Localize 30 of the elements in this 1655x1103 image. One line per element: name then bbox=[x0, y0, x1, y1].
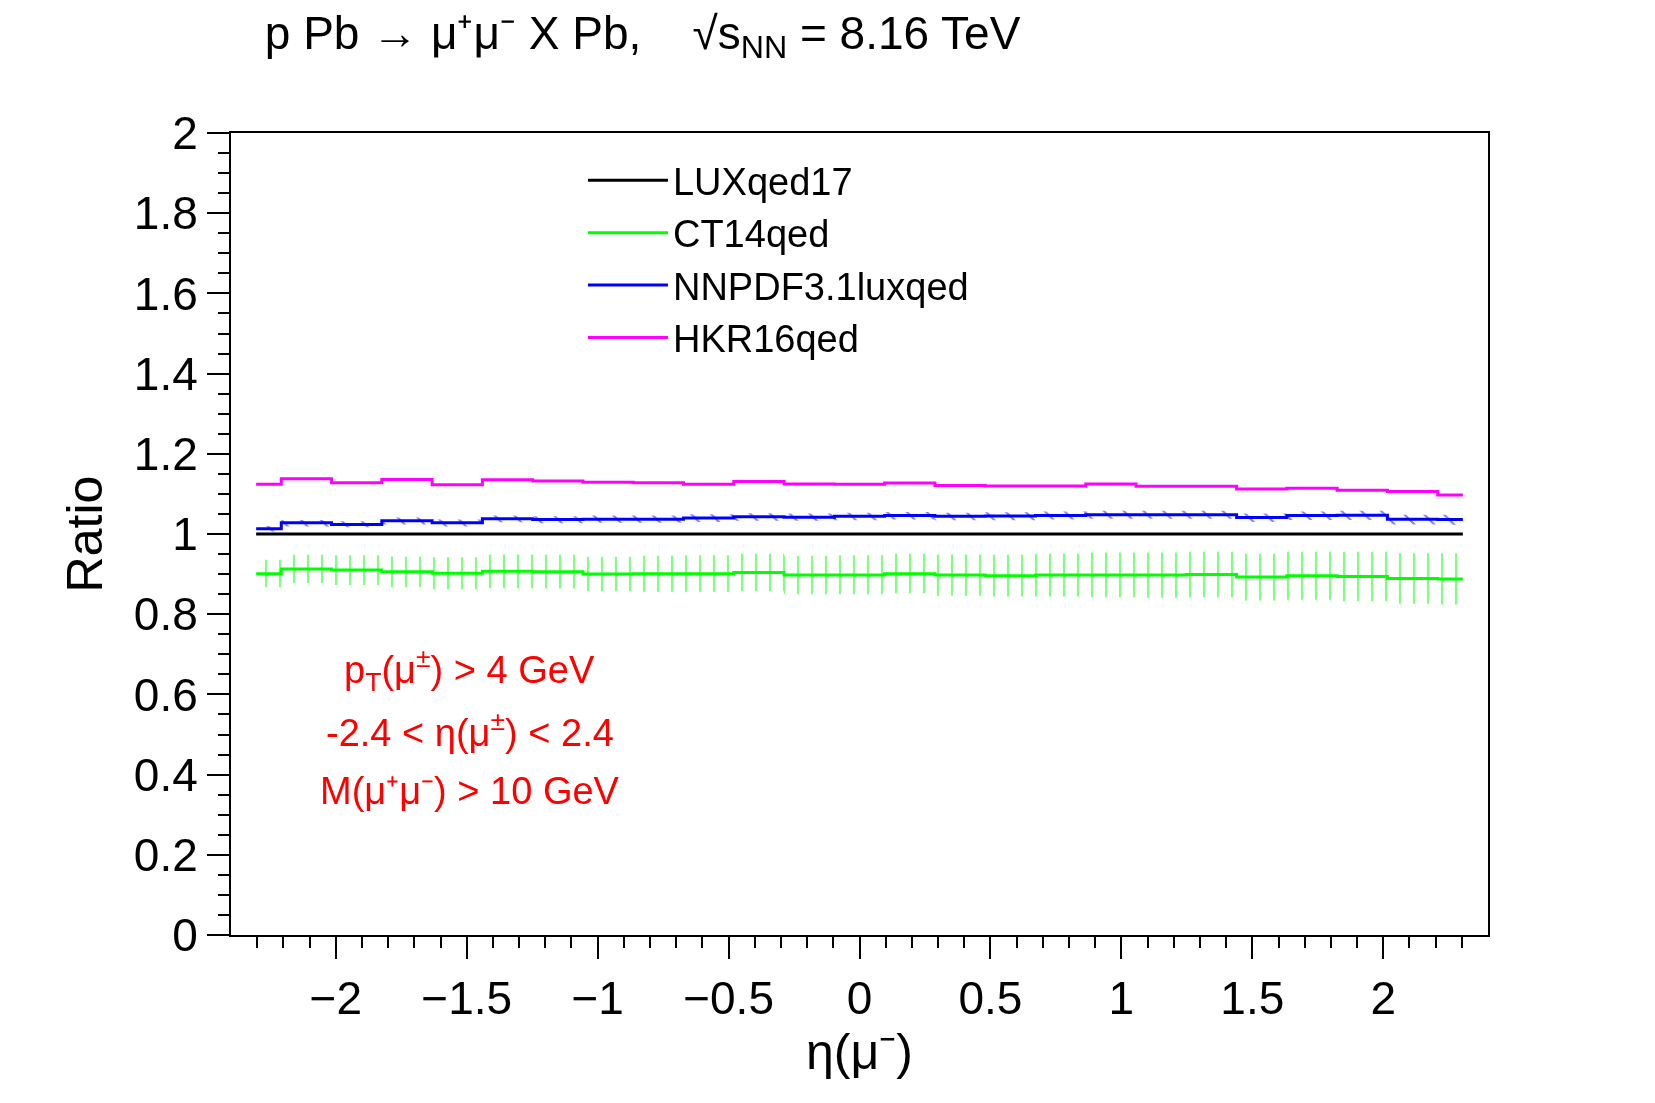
y-tick-label: 0.6 bbox=[133, 668, 198, 721]
x-tick-label: 1.5 bbox=[1220, 972, 1285, 1025]
annotation: M(μ⁺μ⁻) > 10 GeV bbox=[320, 770, 620, 812]
x-tick-label: 2 bbox=[1370, 972, 1397, 1025]
y-tick-label: 0.8 bbox=[133, 588, 198, 641]
y-axis-title: Ratio bbox=[57, 475, 114, 593]
x-tick-label: −2 bbox=[309, 972, 362, 1025]
y-tick-label: 0 bbox=[172, 909, 198, 962]
x-tick-label: 1 bbox=[1108, 972, 1135, 1025]
annotation: p$_{T}$(μ$^{±}$) > 4 GeV bbox=[344, 643, 595, 697]
y-tick-label: 2 bbox=[172, 107, 198, 160]
x-tick-label: 0.5 bbox=[958, 972, 1023, 1025]
y-tick-label: 0.2 bbox=[133, 828, 198, 881]
legend-label: LUXqed17 bbox=[672, 161, 853, 204]
legend-label: CT14qed bbox=[672, 213, 830, 256]
y-tick-label: 1 bbox=[172, 508, 198, 561]
x-tick-label: −1.5 bbox=[421, 972, 513, 1025]
legend-label: HKR16qed bbox=[672, 318, 859, 361]
x-tick-label: −0.5 bbox=[683, 972, 774, 1025]
annotation: -2.4 < η(μ$^{±}$) < 2.4 bbox=[326, 706, 614, 754]
y-tick-label: 0.4 bbox=[133, 748, 198, 801]
x-axis-title: η(μ⁻) bbox=[806, 1024, 913, 1081]
x-tick-label: 0 bbox=[846, 972, 873, 1025]
legend-label: NNPDF3.1luxqed bbox=[672, 265, 969, 308]
y-tick-label: 1.6 bbox=[133, 267, 198, 320]
y-tick-label: 1.2 bbox=[133, 427, 198, 480]
y-tick-label: 1.4 bbox=[133, 347, 198, 400]
chart-title: p Pb → μ⁺μ⁻ X Pb, √s$_{NN}$ = 8.16 TeV bbox=[264, 6, 1021, 66]
x-tick-label: −1 bbox=[571, 972, 624, 1025]
y-tick-label: 1.8 bbox=[133, 187, 198, 240]
